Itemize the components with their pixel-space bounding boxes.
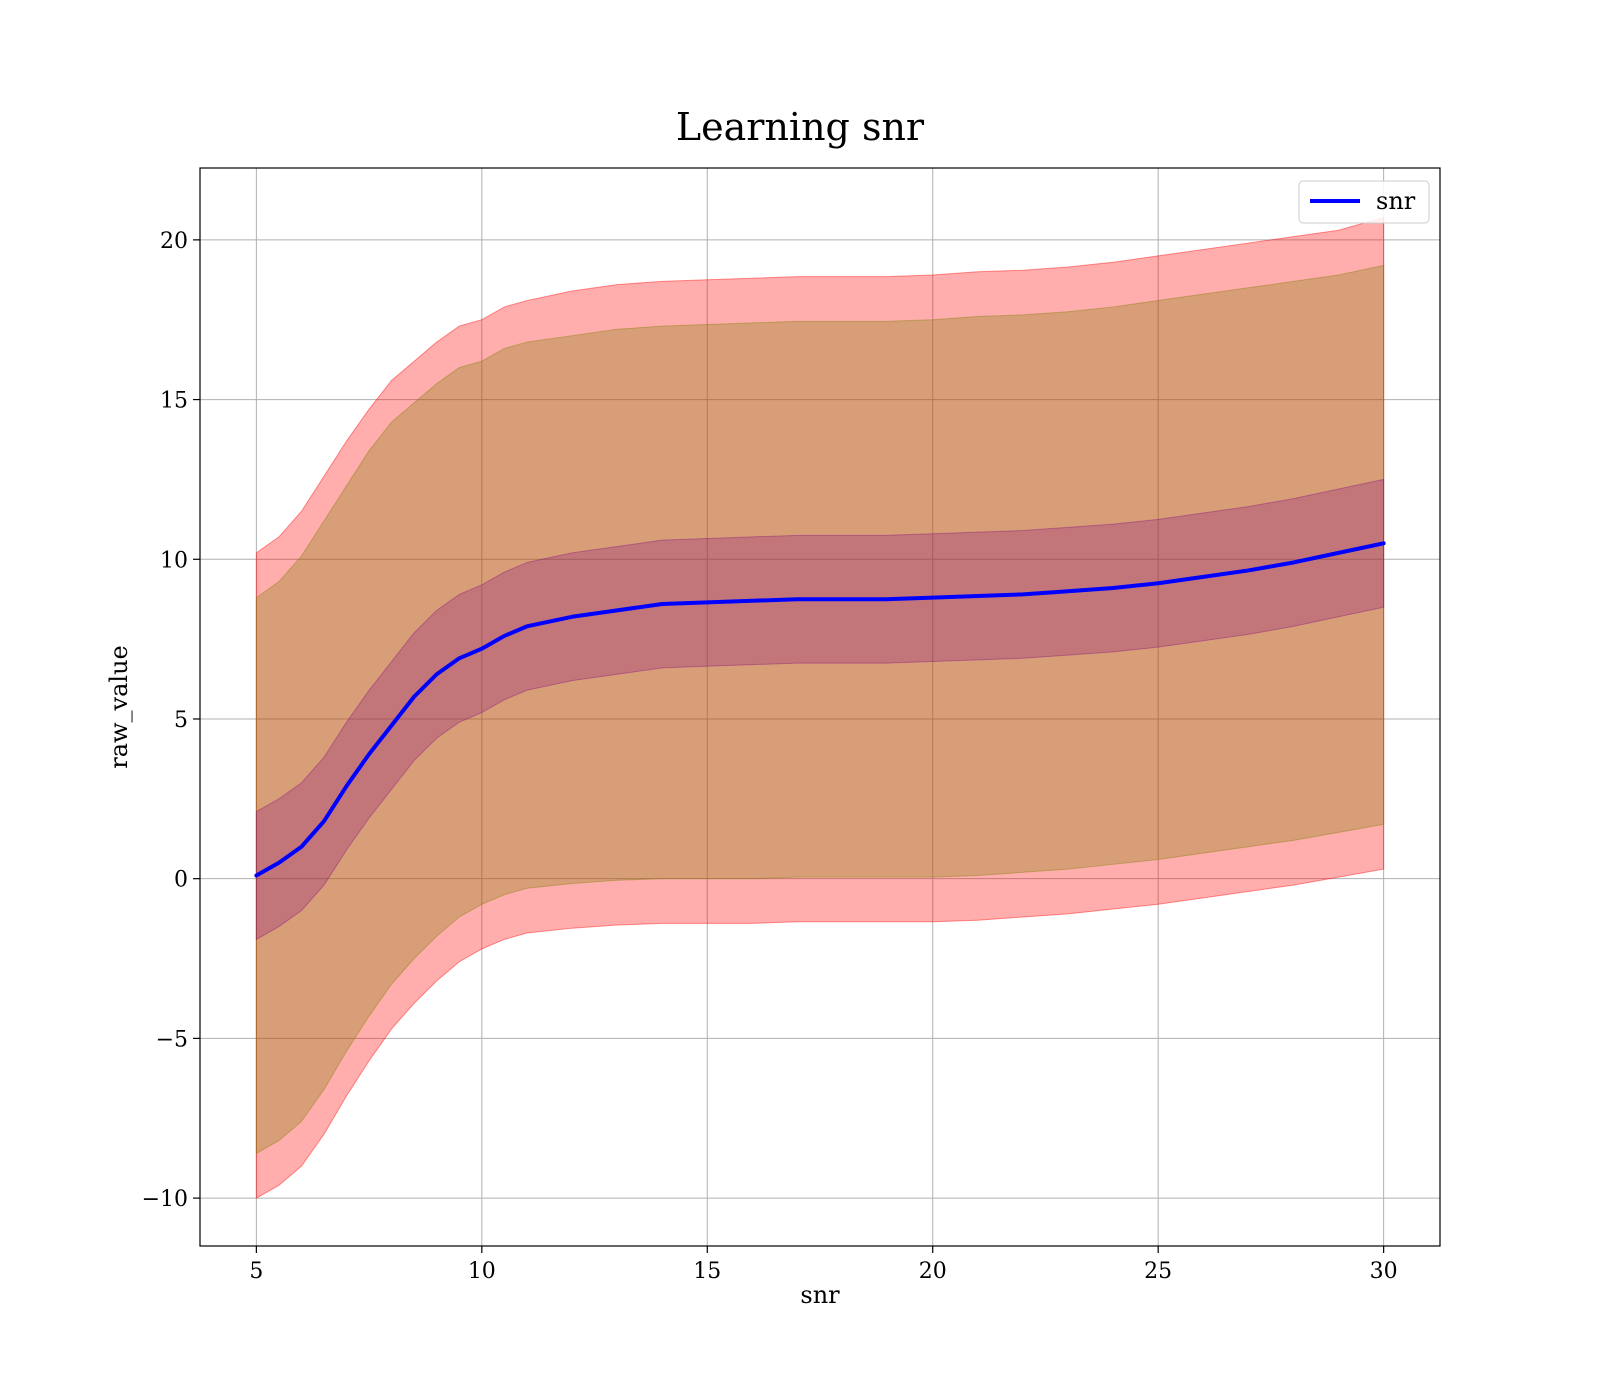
x-tick-label: 5 bbox=[249, 1259, 263, 1284]
y-tick-label: 10 bbox=[160, 548, 188, 573]
y-tick-label: 5 bbox=[174, 708, 188, 733]
y-axis-label: raw_value bbox=[105, 645, 133, 769]
y-tick-label: −5 bbox=[156, 1027, 188, 1052]
grid bbox=[200, 168, 1440, 1246]
x-tick-label: 30 bbox=[1370, 1259, 1398, 1284]
series-line-snr bbox=[254, 541, 1386, 878]
legend-label: snr bbox=[1376, 187, 1416, 215]
y-tick-label: 0 bbox=[174, 868, 188, 893]
chart-title: Learning snr bbox=[676, 105, 925, 149]
plot-frame bbox=[199, 167, 1441, 1247]
confidence-bands bbox=[255, 216, 1385, 1199]
y-tick-label: 15 bbox=[160, 389, 188, 414]
legend: snr bbox=[1298, 180, 1430, 224]
band-2 bbox=[255, 478, 1385, 941]
x-ticks: 5 10 15 20 25 30 bbox=[249, 1246, 1398, 1284]
y-tick-label: −10 bbox=[142, 1187, 188, 1212]
series-lines bbox=[254, 541, 1386, 878]
legend-box bbox=[1298, 180, 1430, 224]
band-0 bbox=[255, 216, 1385, 1199]
y-tick-label: 20 bbox=[160, 229, 188, 254]
band-1 bbox=[255, 264, 1385, 1155]
x-tick-label: 20 bbox=[919, 1259, 947, 1284]
x-axis-label: snr bbox=[800, 1281, 840, 1309]
x-tick-label: 25 bbox=[1144, 1259, 1172, 1284]
x-tick-label: 15 bbox=[693, 1259, 721, 1284]
y-ticks: −10 −5 0 5 10 15 20 bbox=[142, 229, 200, 1212]
x-tick-label: 10 bbox=[468, 1259, 496, 1284]
